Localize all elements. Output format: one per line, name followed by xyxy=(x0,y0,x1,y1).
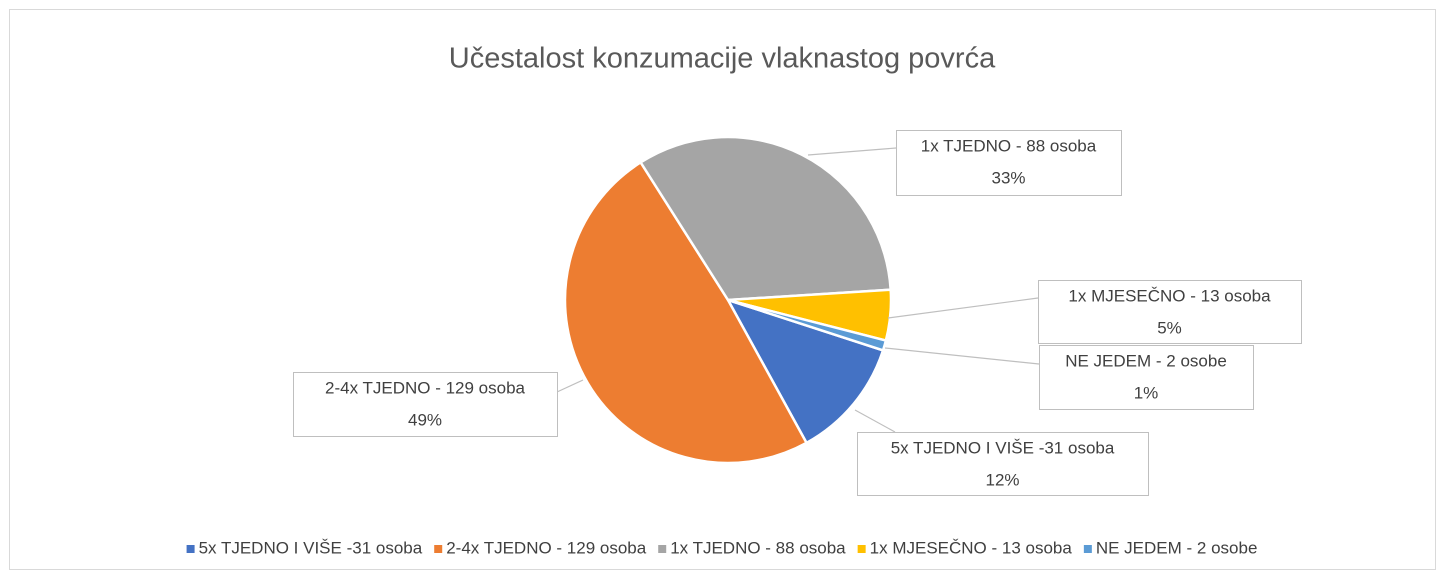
data-label-value: 1% xyxy=(1134,383,1159,402)
pie-slice xyxy=(727,298,888,352)
legend-swatch xyxy=(434,545,443,553)
data-label-category: 5x TJEDNO I VIŠE -31 osoba xyxy=(891,438,1115,457)
data-label-value: 49% xyxy=(408,410,442,429)
legend-label: 1x MJESEČNO - 13 osoba xyxy=(870,538,1073,557)
legend-swatch xyxy=(1083,545,1092,553)
label-box xyxy=(293,372,558,437)
leader-line xyxy=(807,147,897,156)
data-label-value: 12% xyxy=(985,470,1019,489)
legend-label: 2-4x TJEDNO - 129 osoba xyxy=(446,538,647,557)
leader-line xyxy=(884,347,1040,365)
data-label-category: 1x TJEDNO - 88 osoba xyxy=(921,136,1097,155)
data-label-category: 1x MJESEČNO - 13 osoba xyxy=(1068,286,1271,305)
pie-slice xyxy=(725,297,885,445)
data-label-value: 5% xyxy=(1157,318,1182,337)
leader-line xyxy=(556,379,584,393)
legend-swatch xyxy=(658,545,667,553)
label-box xyxy=(857,432,1149,496)
label-box xyxy=(1039,345,1254,410)
legend-label: 1x TJEDNO - 88 osoba xyxy=(670,538,846,557)
leader-line xyxy=(854,409,896,433)
label-box xyxy=(896,130,1122,196)
chart-title: Učestalost konzumacije vlaknastog povrća xyxy=(449,43,996,75)
legend-swatch xyxy=(186,545,195,553)
data-label-category: NE JEDEM - 2 osobe xyxy=(1065,351,1227,370)
pie-slice xyxy=(563,160,809,465)
data-label-value: 33% xyxy=(991,168,1025,187)
label-box xyxy=(1038,280,1302,344)
legend-label: NE JEDEM - 2 osobe xyxy=(1096,538,1258,557)
data-label-category: 2-4x TJEDNO - 129 osoba xyxy=(325,378,526,397)
leader-line xyxy=(887,297,1039,319)
legend-swatch xyxy=(857,545,866,553)
legend-label: 5x TJEDNO I VIŠE -31 osoba xyxy=(199,538,423,557)
pie-slice xyxy=(638,135,893,302)
